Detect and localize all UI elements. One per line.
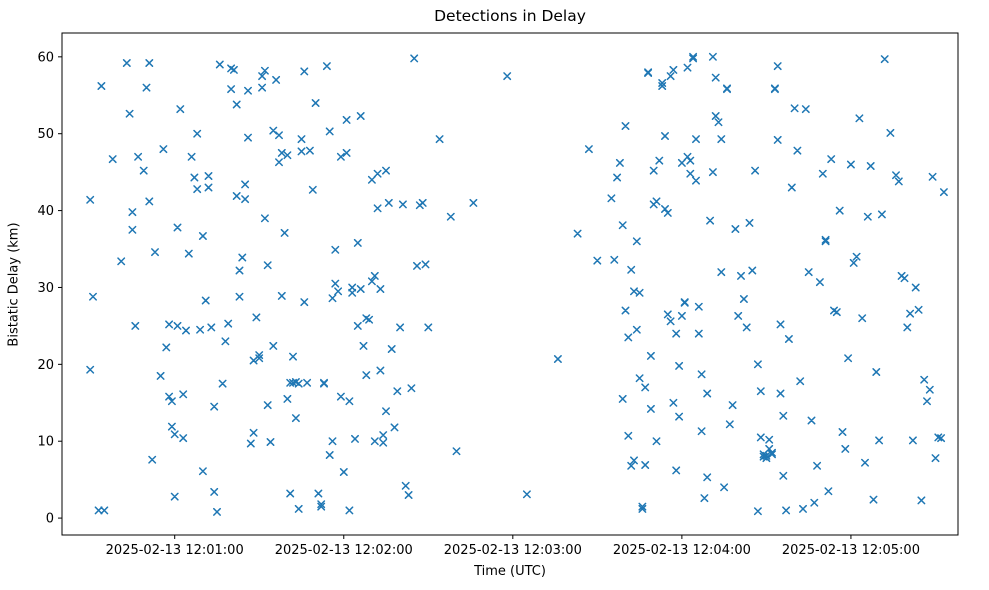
x-tick-label: 2025-02-13 12:03:00 bbox=[444, 543, 582, 558]
x-tick-label: 2025-02-13 12:05:00 bbox=[782, 543, 920, 558]
x-tick-label: 2025-02-13 12:02:00 bbox=[275, 543, 413, 558]
scatter-markers bbox=[86, 52, 948, 516]
y-tick-label: 60 bbox=[37, 50, 54, 65]
x-tick-label: 2025-02-13 12:01:00 bbox=[106, 543, 244, 558]
x-tick-label: 2025-02-13 12:04:00 bbox=[613, 543, 751, 558]
y-tick-label: 10 bbox=[37, 435, 54, 450]
x-axis-label: Time (UTC) bbox=[474, 564, 546, 579]
axes-box bbox=[61, 32, 959, 536]
y-tick-label: 50 bbox=[37, 127, 54, 142]
y-tick-label: 0 bbox=[46, 512, 54, 527]
y-axis-label: Bistatic Delay (km) bbox=[6, 222, 22, 347]
chart-title: Detections in Delay bbox=[434, 7, 586, 25]
y-tick-label: 20 bbox=[37, 358, 54, 373]
y-tick-label: 40 bbox=[37, 204, 54, 219]
y-tick-label: 30 bbox=[37, 281, 54, 296]
